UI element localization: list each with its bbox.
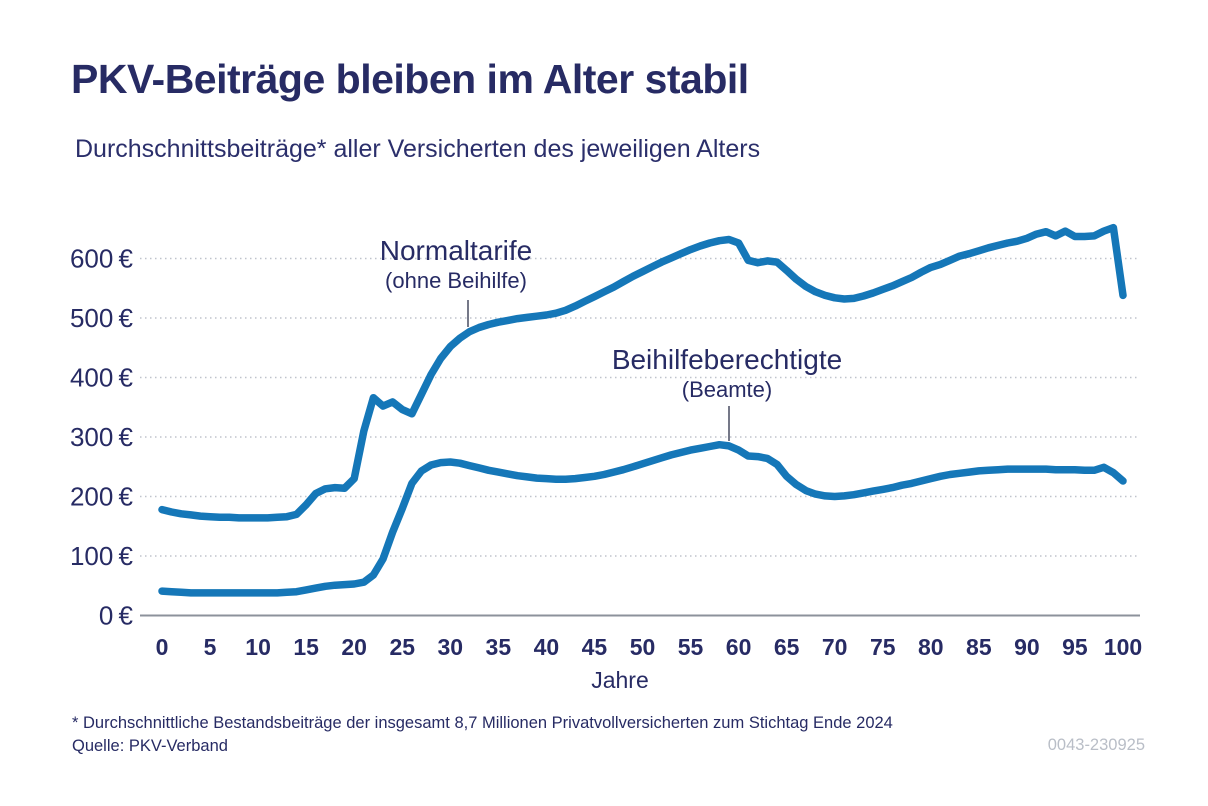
- series-label-normaltarife: Normaltarife (ohne Beihilfe): [380, 235, 532, 295]
- svg-text:0: 0: [156, 634, 169, 660]
- svg-text:85: 85: [966, 634, 992, 660]
- series-label-main: Normaltarife: [379, 235, 533, 266]
- svg-text:25: 25: [389, 634, 415, 660]
- annotation-connectors: [467, 300, 730, 441]
- svg-text:50: 50: [630, 634, 656, 660]
- svg-text:90: 90: [1014, 634, 1040, 660]
- svg-text:65: 65: [774, 634, 800, 660]
- svg-text:300 €: 300 €: [70, 422, 134, 452]
- svg-text:10: 10: [245, 634, 271, 660]
- series-label-sub: (Beamte): [681, 377, 773, 402]
- footnote-note: * Durchschnittliche Bestandsbeiträge der…: [72, 714, 893, 732]
- svg-text:100 €: 100 €: [70, 541, 134, 571]
- svg-text:Jahre: Jahre: [591, 667, 649, 693]
- svg-text:40: 40: [534, 634, 560, 660]
- series-label-main: Beihilfeberechtigte: [611, 344, 843, 375]
- svg-text:75: 75: [870, 634, 896, 660]
- svg-text:95: 95: [1062, 634, 1088, 660]
- footnote: * Durchschnittliche Bestandsbeiträge der…: [72, 712, 893, 758]
- svg-text:20: 20: [341, 634, 367, 660]
- gridlines: [140, 257, 1140, 557]
- footnote-source: Quelle: PKV-Verband: [72, 737, 228, 755]
- series-label-sub: (ohne Beihilfe): [385, 268, 527, 293]
- svg-text:55: 55: [678, 634, 704, 660]
- x-axis-title: Jahre: [591, 667, 649, 693]
- series-label-beihilfeberechtigte: Beihilfeberechtigte (Beamte): [612, 344, 842, 404]
- svg-text:600 €: 600 €: [70, 244, 134, 274]
- x-axis-labels: 0 5 10 15 20 25 30 35 40 45 50 55 60 65 70 75 80 85 90 95 10…: [156, 634, 1143, 660]
- series-lines: [158, 223, 1127, 597]
- svg-text:0 €: 0 €: [99, 601, 134, 631]
- svg-text:35: 35: [486, 634, 512, 660]
- page-title: PKV-Beiträge bleiben im Alter stabil: [71, 56, 749, 102]
- svg-text:400 €: 400 €: [70, 363, 134, 393]
- svg-text:100: 100: [1104, 634, 1142, 660]
- svg-text:5: 5: [204, 634, 217, 660]
- svg-text:80: 80: [918, 634, 944, 660]
- page-subtitle: Durchschnittsbeiträge* aller Versicherte…: [75, 135, 761, 163]
- svg-text:45: 45: [582, 634, 608, 660]
- svg-text:60: 60: [726, 634, 752, 660]
- y-axis-labels: 0 € 100 € 200 € 300 € 400 € 500 € 600 €: [70, 244, 134, 631]
- svg-text:500 €: 500 €: [70, 303, 134, 333]
- svg-text:30: 30: [438, 634, 464, 660]
- svg-text:15: 15: [293, 634, 319, 660]
- document-code: 0043-230925: [1047, 736, 1145, 754]
- svg-text:200 €: 200 €: [70, 482, 134, 512]
- svg-text:70: 70: [822, 634, 848, 660]
